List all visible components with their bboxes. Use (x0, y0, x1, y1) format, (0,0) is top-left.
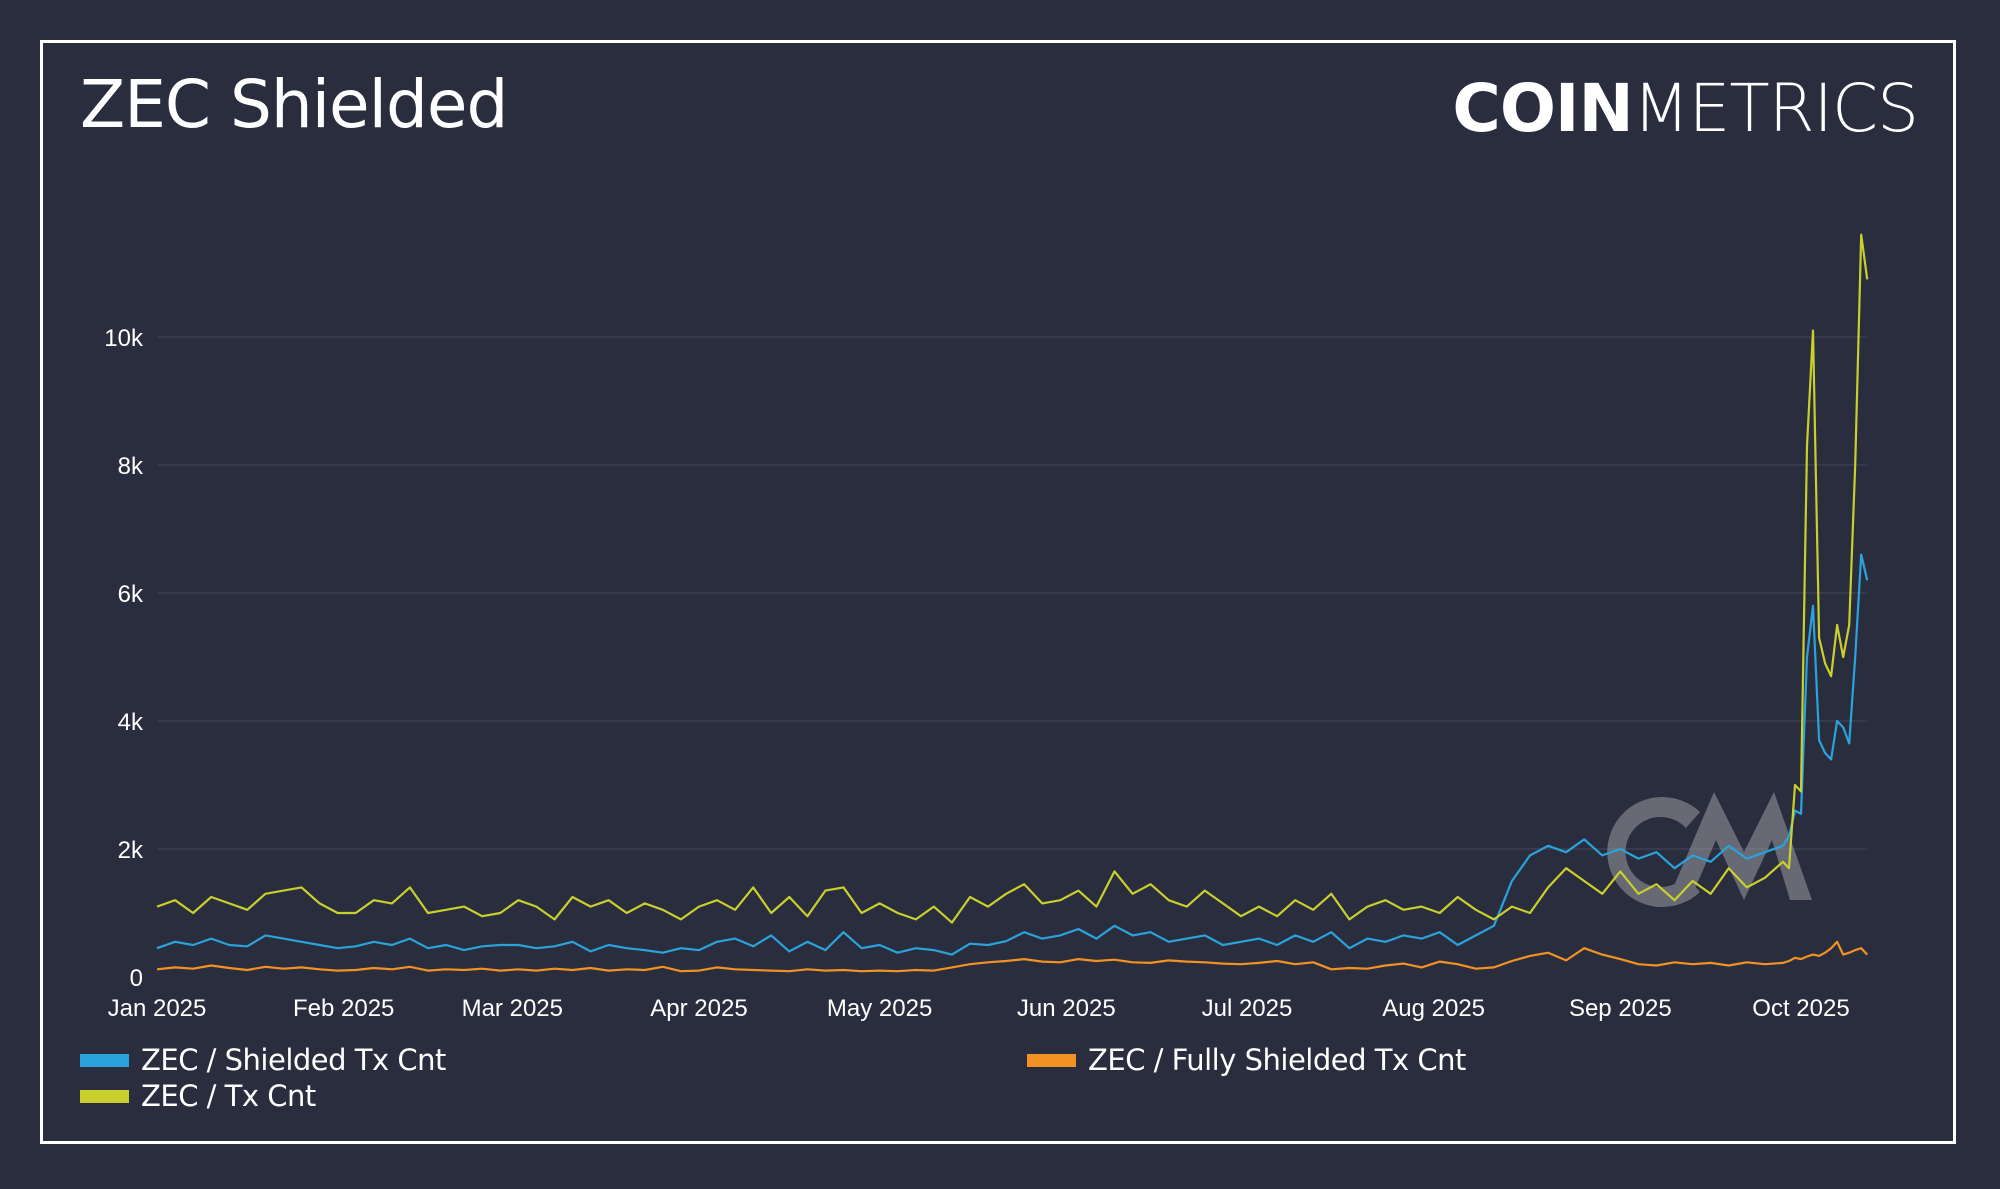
legend-label: ZEC / Fully Shielded Tx Cnt (1088, 1043, 1466, 1077)
y-axis: 0 2k 4k 6k 8k 10k (104, 325, 144, 992)
legend-label: ZEC / Shielded Tx Cnt (141, 1043, 446, 1077)
legend-label: ZEC / Tx Cnt (141, 1079, 316, 1113)
series-lines (156, 233, 1869, 973)
x-tick-label: Jun 2025 (1017, 995, 1116, 1022)
legend-item-fully-shielded[interactable]: ZEC / Fully Shielded Tx Cnt (1027, 1043, 1466, 1077)
y-tick-label: 4k (118, 709, 144, 736)
y-tick-label: 0 (130, 965, 143, 992)
y-tick-label: 2k (118, 837, 144, 864)
logo-light-text: METRICS (1632, 70, 1919, 147)
legend-item-shielded[interactable]: ZEC / Shielded Tx Cnt (80, 1043, 446, 1077)
x-tick-label: Aug 2025 (1382, 995, 1485, 1022)
chart-title: ZEC Shielded (80, 66, 508, 143)
y-tick-label: 8k (118, 453, 144, 480)
legend-swatch (80, 1053, 129, 1067)
legend-swatch (1027, 1053, 1076, 1067)
x-tick-label: May 2025 (827, 995, 932, 1022)
x-tick-label: Mar 2025 (462, 995, 563, 1022)
x-axis: Jan 2025 Feb 2025 Mar 2025 Apr 2025 May 2025… (108, 995, 1850, 1022)
x-tick-label: Oct 2025 (1752, 995, 1849, 1022)
y-tick-label: 10k (104, 325, 144, 352)
legend-item-tx-cnt[interactable]: ZEC / Tx Cnt (80, 1079, 316, 1113)
x-tick-label: Apr 2025 (650, 995, 747, 1022)
grid-lines (157, 336, 1868, 850)
series-line-zec-tx-cnt (156, 233, 1869, 924)
series-line-zec-shielded-tx-cnt (156, 553, 1869, 956)
cm-watermark-icon (1607, 792, 1812, 907)
x-tick-label: Jan 2025 (108, 995, 207, 1022)
legend-swatch (80, 1089, 129, 1103)
x-tick-label: Feb 2025 (293, 995, 394, 1022)
y-tick-label: 6k (118, 581, 144, 608)
x-tick-label: Sep 2025 (1569, 995, 1672, 1022)
series-line-zec-fully-shielded-tx-cnt (156, 940, 1869, 973)
chart-frame (40, 40, 1956, 1144)
logo-bold-text: COIN (1452, 70, 1633, 147)
coinmetrics-logo: COINMETRICS (1452, 70, 1919, 147)
x-tick-label: Jul 2025 (1202, 995, 1293, 1022)
